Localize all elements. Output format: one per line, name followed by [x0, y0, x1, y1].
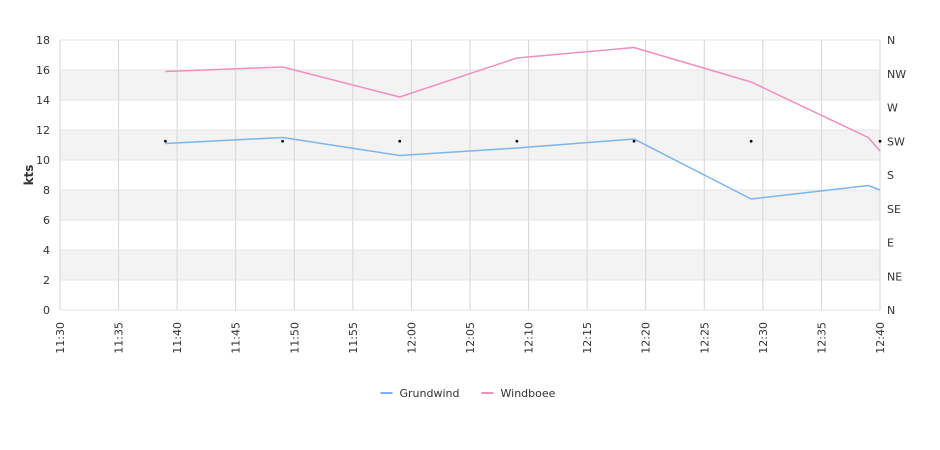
direction-tick-label: NE: [887, 270, 902, 283]
direction-tick-label: N: [887, 304, 895, 317]
y-tick-label: 12: [36, 124, 50, 137]
x-tick-label: 11:50: [288, 322, 301, 354]
x-axis: 11:30 11:35 11:40 11:45 11:50 11:55 12:00 12:05…: [54, 322, 887, 354]
direction-marker: [749, 139, 753, 143]
x-tick-label: 12:25: [698, 322, 711, 354]
direction-marker: [398, 139, 402, 143]
series-line: [165, 136, 881, 200]
y-tick-label: 18: [36, 34, 50, 47]
x-tick-label: 12:40: [874, 322, 887, 354]
series-lines: [165, 46, 881, 200]
x-tick-label: 11:30: [54, 322, 67, 354]
x-tick-label: 12:10: [523, 322, 536, 354]
y-tick-label: 4: [43, 244, 50, 257]
y-tick-label: 6: [43, 214, 50, 227]
direction-tick-label: E: [887, 237, 894, 250]
x-tick-label: 12:05: [464, 322, 477, 354]
x-tick-label: 12:20: [640, 322, 653, 354]
y-tick-label: 8: [43, 184, 50, 197]
x-tick-label: 11:55: [347, 322, 360, 354]
legend[interactable]: Grundwind Windboee: [380, 387, 556, 400]
x-tick-label: 12:35: [815, 322, 828, 354]
x-tick-label: 12:00: [405, 322, 418, 354]
direction-tick-label: N: [887, 34, 895, 47]
direction-marker: [281, 139, 284, 143]
y-tick-label: 2: [43, 274, 50, 287]
direction-tick-label: W: [887, 102, 898, 115]
direction-tick-label: NW: [887, 68, 906, 81]
x-tick-label: 11:40: [171, 322, 184, 354]
y-axis: 0 2 4 6 8 10 12 14 16 18: [36, 34, 50, 317]
direction-marker: [632, 139, 636, 143]
direction-tick-label: SW: [887, 135, 905, 148]
y-tick-label: 10: [36, 154, 50, 167]
direction-marker: [878, 139, 882, 143]
direction-tick-label: S: [887, 169, 894, 182]
direction-marker: [164, 139, 167, 143]
direction-marker: [515, 139, 519, 143]
legend-item-label: Windboee: [501, 387, 556, 400]
y-tick-label: 0: [43, 304, 50, 317]
grid-lines: [59, 39, 881, 311]
direction-markers: [164, 139, 882, 143]
x-tick-label: 11:35: [113, 322, 126, 354]
x-tick-label: 12:15: [581, 322, 594, 354]
direction-axis: N NE E SE S SW W NW N: [887, 34, 906, 317]
direction-tick-label: SE: [887, 203, 901, 216]
legend-item-label: Grundwind: [400, 387, 460, 400]
x-tick-label: 12:30: [757, 322, 770, 354]
y-tick-label: 14: [36, 94, 50, 107]
x-tick-label: 11:45: [230, 322, 243, 354]
y-axis-title: kts: [22, 165, 36, 186]
y-tick-label: 16: [36, 64, 50, 77]
series-line: [165, 46, 881, 152]
